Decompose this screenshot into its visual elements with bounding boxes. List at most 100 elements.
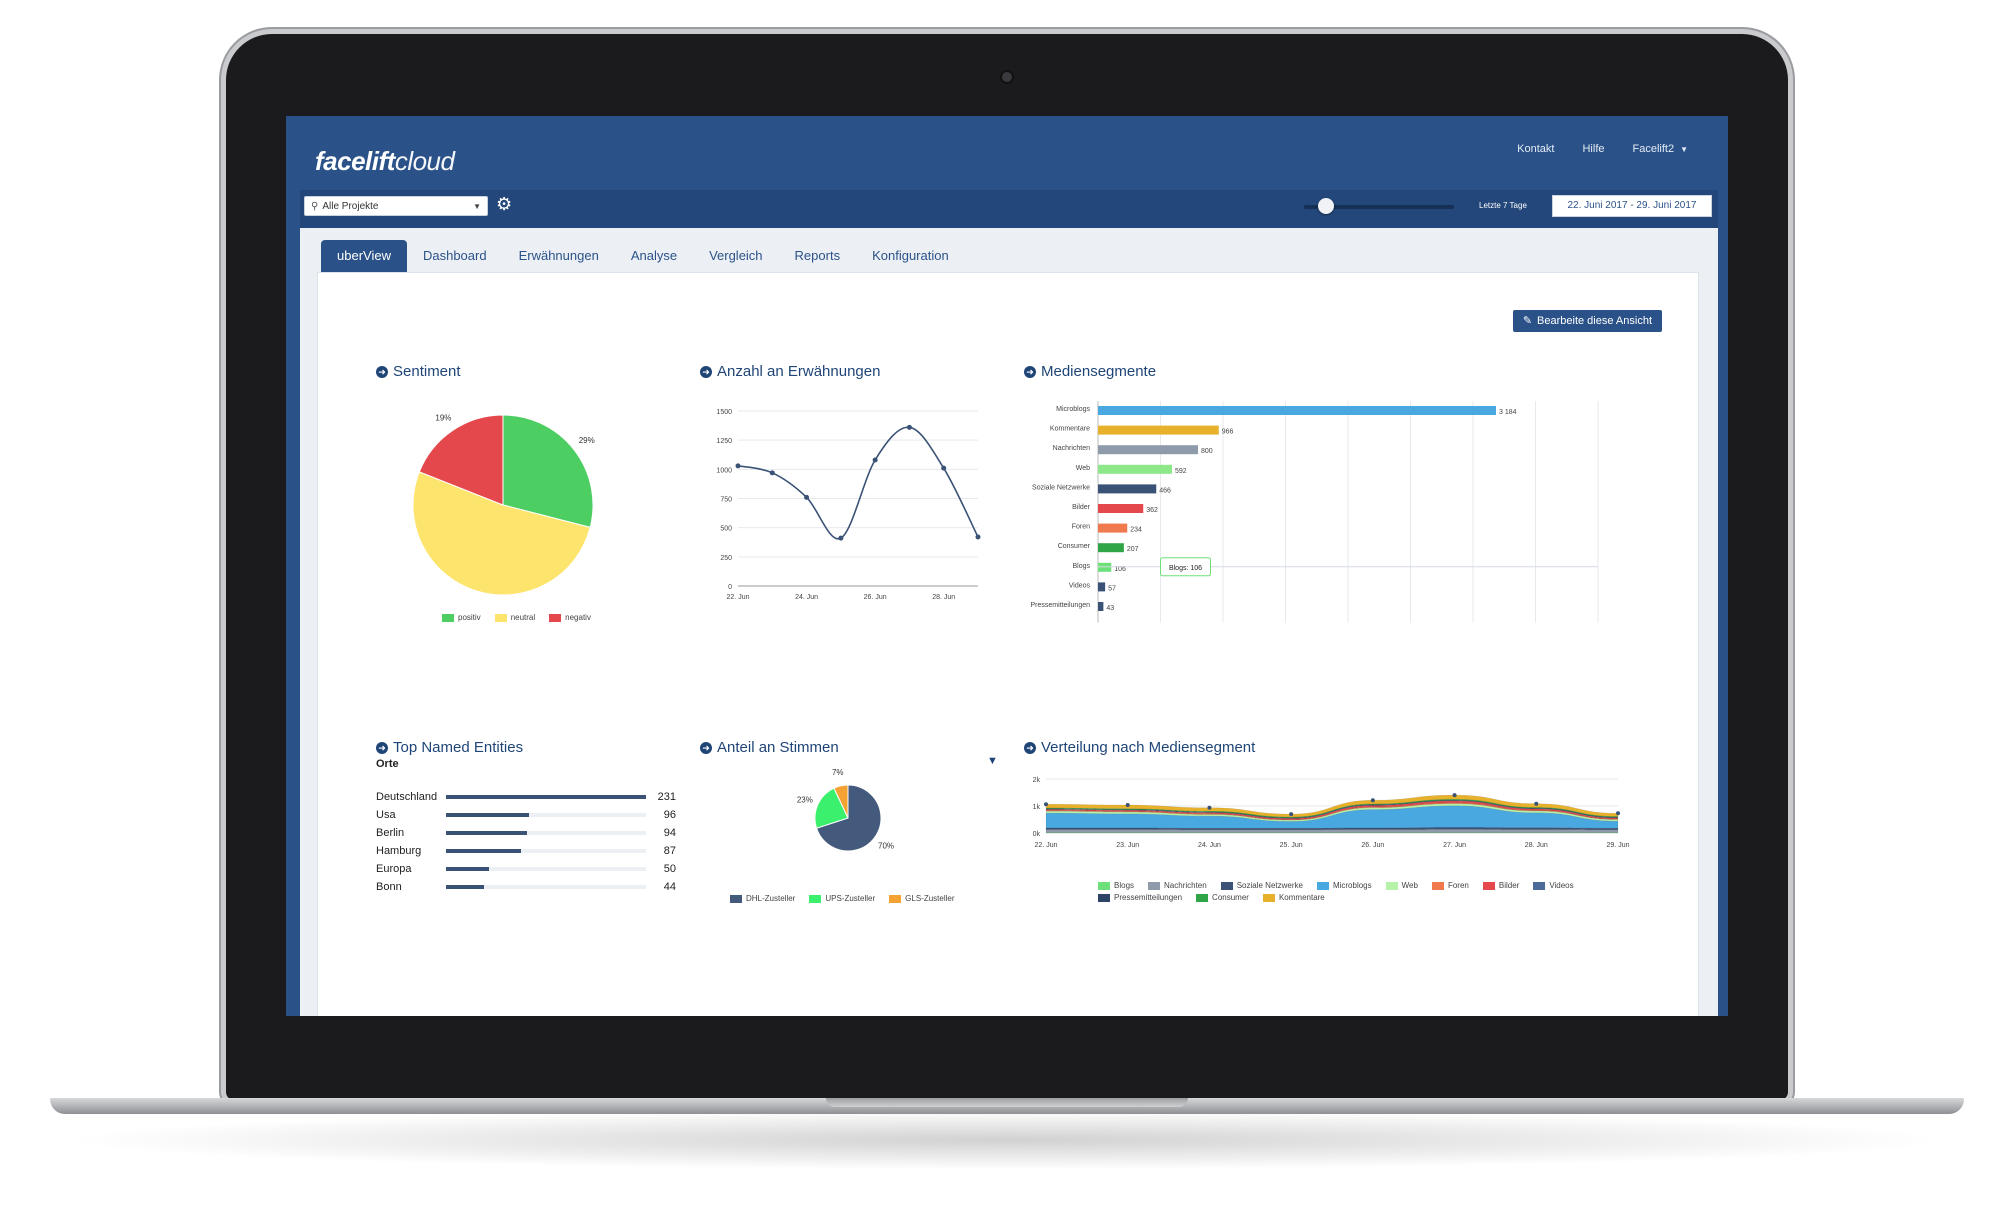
voices-pie-chart: 70% 23% 7% bbox=[797, 768, 894, 852]
tab-erwaehnungen[interactable]: Erwähnungen bbox=[518, 248, 599, 263]
distribution-legend-item[interactable]: Consumer bbox=[1196, 893, 1249, 902]
mentions-ytick-label: 500 bbox=[720, 526, 732, 533]
widget-title-voices[interactable]: ➜ Anteil an Stimmen bbox=[700, 739, 839, 756]
media-category-label: Blogs bbox=[1072, 563, 1090, 570]
distribution-legend-item[interactable]: Videos bbox=[1533, 881, 1574, 890]
entity-row[interactable]: Berlin 94 bbox=[376, 824, 676, 842]
media-category-label: Consumer bbox=[1058, 543, 1091, 550]
time-slider-track[interactable] bbox=[1304, 205, 1454, 209]
entity-row[interactable]: Usa 96 bbox=[376, 806, 676, 824]
widget-title-mentions[interactable]: ➜ Anzahl an Erwähnungen bbox=[700, 363, 880, 380]
legend-swatch bbox=[1196, 893, 1209, 902]
distribution-legend-item[interactable]: Microblogs bbox=[1316, 881, 1372, 890]
mentions-point bbox=[804, 494, 810, 500]
entity-value: 50 bbox=[663, 863, 676, 875]
entity-name: Europa bbox=[376, 863, 412, 875]
legend-label: neutral bbox=[510, 613, 536, 622]
entity-row[interactable]: Bonn 44 bbox=[376, 878, 676, 896]
distribution-legend-item[interactable]: Web bbox=[1385, 881, 1418, 890]
top-nav: Kontakt Hilfe Facelift2 ▼ bbox=[1517, 143, 1688, 155]
user-menu[interactable]: Facelift2 ▼ bbox=[1633, 143, 1689, 155]
gear-icon[interactable]: ⚙ bbox=[496, 194, 513, 214]
nav-contact-link[interactable]: Kontakt bbox=[1517, 143, 1555, 155]
filter-icon[interactable]: ▼ bbox=[987, 755, 998, 767]
widget-title-sentiment[interactable]: ➜ Sentiment bbox=[376, 363, 461, 380]
mentions-ytick-label: 0 bbox=[728, 584, 732, 591]
voices-slice-label: 70% bbox=[878, 842, 894, 851]
distribution-legend-item[interactable]: Nachrichten bbox=[1148, 881, 1207, 890]
distribution-ytick-label: 0k bbox=[1033, 831, 1041, 838]
voices-legend-item[interactable]: GLS-Zusteller bbox=[889, 894, 955, 903]
legend-label: negativ bbox=[565, 613, 591, 622]
legend-label: Bilder bbox=[1498, 881, 1520, 890]
entity-row[interactable]: Deutschland 231 bbox=[376, 788, 676, 806]
mentions-xtick-label: 22. Jun bbox=[727, 594, 750, 601]
distribution-legend: Blogs Nachrichten Soziale Netzwerke Microbl… bbox=[1098, 881, 1618, 902]
distribution-legend-item[interactable]: Soziale Netzwerke bbox=[1220, 881, 1303, 890]
sentiment-legend-item[interactable]: negativ bbox=[549, 613, 591, 622]
tab-vergleich[interactable]: Vergleich bbox=[709, 248, 763, 263]
media-category-label: Pressemitteilungen bbox=[1030, 602, 1090, 609]
widget-title-distribution-text: Verteilung nach Mediensegment bbox=[1041, 739, 1256, 756]
media-bar bbox=[1098, 504, 1144, 513]
tab-dashboard[interactable]: Dashboard bbox=[422, 248, 487, 263]
content-area: uberView Dashboard Erwähnungen Analyse V… bbox=[300, 228, 1718, 1016]
entity-rows: Deutschland 231 Usa 96 Berlin 94 Hamburg 87 Euro… bbox=[376, 788, 676, 896]
distribution-legend-item[interactable]: Bilder bbox=[1482, 881, 1520, 890]
widget-title-media[interactable]: ➜ Mediensegmente bbox=[1024, 363, 1156, 380]
media-value-label: 800 bbox=[1201, 448, 1213, 455]
distribution-xtick-label: 27. Jun bbox=[1443, 842, 1466, 849]
laptop-shadow bbox=[60, 1110, 1954, 1170]
distribution-point bbox=[1370, 798, 1375, 803]
tab-konfiguration[interactable]: Konfiguration bbox=[872, 248, 949, 263]
tab-bar: uberView Dashboard Erwähnungen Analyse V… bbox=[321, 240, 965, 272]
nav-help-link[interactable]: Hilfe bbox=[1582, 143, 1605, 155]
widget-title-distribution[interactable]: ➜ Verteilung nach Mediensegment bbox=[1024, 739, 1255, 756]
tab-analyse[interactable]: Analyse bbox=[630, 248, 678, 263]
media-category-label: Kommentare bbox=[1050, 426, 1090, 433]
app-logo[interactable]: faceliftcloud bbox=[315, 146, 455, 177]
media-tooltip-text: Blogs: 106 bbox=[1169, 565, 1202, 572]
legend-label: Blogs bbox=[1114, 881, 1135, 890]
legend-label: Kommentare bbox=[1278, 893, 1325, 902]
distribution-legend-item[interactable]: Pressemitteilungen bbox=[1098, 893, 1182, 902]
media-category-label: Videos bbox=[1069, 582, 1091, 589]
chevron-down-icon: ▼ bbox=[473, 202, 481, 211]
distribution-legend-item[interactable]: Blogs bbox=[1098, 881, 1134, 890]
voices-slice-label: 23% bbox=[797, 795, 813, 804]
mentions-point bbox=[769, 470, 775, 476]
camera-icon bbox=[1002, 72, 1012, 82]
distribution-xtick-label: 26. Jun bbox=[1361, 842, 1384, 849]
entity-row[interactable]: Hamburg 87 bbox=[376, 842, 676, 860]
widget-title-entities[interactable]: ➜ Top Named Entities bbox=[376, 739, 523, 756]
legend-label: Web bbox=[1401, 881, 1418, 890]
entity-row[interactable]: Europa 50 bbox=[376, 860, 676, 878]
entity-bar-track bbox=[446, 795, 646, 799]
legend-label: Videos bbox=[1549, 881, 1574, 890]
distribution-point bbox=[1452, 793, 1457, 798]
time-slider-handle[interactable] bbox=[1318, 198, 1334, 214]
project-select[interactable]: ⚲ Alle Projekte ▼ bbox=[304, 196, 488, 216]
legend-swatch bbox=[494, 613, 507, 622]
edit-view-button[interactable]: ✎ Bearbeite diese Ansicht bbox=[1512, 310, 1662, 332]
legend-swatch bbox=[1316, 881, 1329, 890]
key-icon: ⚲ bbox=[311, 201, 319, 212]
legend-label: Nachrichten bbox=[1164, 881, 1207, 890]
sentiment-legend-item[interactable]: positiv bbox=[442, 613, 481, 622]
media-value-label: 466 bbox=[1159, 487, 1171, 494]
tab-uberview[interactable]: uberView bbox=[321, 240, 407, 272]
sentiment-legend-item[interactable]: neutral bbox=[494, 613, 536, 622]
tab-reports[interactable]: Reports bbox=[794, 248, 841, 263]
distribution-legend-item[interactable]: Kommentare bbox=[1262, 893, 1325, 902]
legend-swatch bbox=[442, 613, 454, 622]
date-range-field[interactable]: 22. Juni 2017 - 29. Juni 2017 bbox=[1552, 195, 1712, 217]
logo-bold-text: facelift bbox=[315, 146, 395, 176]
mentions-point bbox=[838, 535, 844, 541]
voices-legend-item[interactable]: UPS-Zusteller bbox=[809, 894, 875, 903]
sentiment-slice-positiv bbox=[502, 414, 594, 528]
voices-legend-item[interactable]: DHL-Zusteller bbox=[730, 894, 795, 903]
entity-name: Usa bbox=[376, 809, 396, 821]
mentions-point bbox=[975, 534, 981, 540]
sentiment-slice-negativ bbox=[418, 414, 504, 506]
distribution-legend-item[interactable]: Foren bbox=[1431, 881, 1469, 890]
